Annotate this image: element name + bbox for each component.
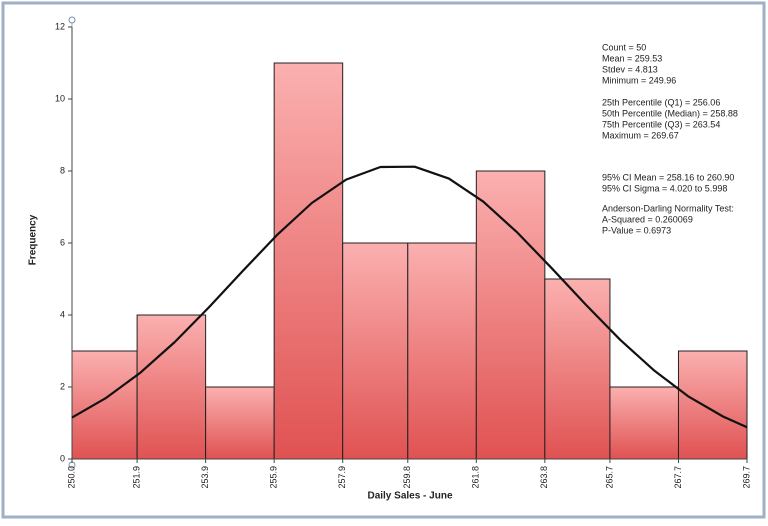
stat-line: Maximum = 269.67 bbox=[602, 130, 679, 140]
y-tick-label: 10 bbox=[55, 93, 65, 103]
x-axis-title: Daily Sales - June bbox=[367, 491, 452, 502]
x-tick-label: 253.9 bbox=[200, 466, 210, 489]
x-tick-label: 263.8 bbox=[539, 466, 549, 489]
y-tick-label: 4 bbox=[60, 309, 65, 319]
x-tick-label: 267.7 bbox=[673, 466, 683, 489]
x-tick-label: 261.8 bbox=[471, 466, 481, 489]
stat-line: Stdev = 4.813 bbox=[602, 64, 658, 74]
x-tick-label: 255.9 bbox=[269, 466, 279, 489]
bar bbox=[677, 350, 748, 460]
bar bbox=[407, 242, 477, 460]
x-tick-label: 259.8 bbox=[402, 466, 412, 489]
bar bbox=[609, 386, 679, 460]
stat-line: P-Value = 0.6973 bbox=[602, 225, 671, 235]
bar bbox=[475, 170, 546, 460]
bar bbox=[136, 314, 207, 460]
bar bbox=[273, 62, 344, 460]
stat-line: 25th Percentile (Q1) = 256.06 bbox=[602, 97, 720, 107]
y-tick-label: 0 bbox=[60, 453, 65, 463]
normal-curve bbox=[71, 165, 748, 429]
y-tick-label: 12 bbox=[55, 21, 65, 31]
x-tick-label: 265.7 bbox=[604, 466, 614, 489]
stat-line: Count = 50 bbox=[602, 42, 646, 52]
stat-line: 95% CI Mean = 258.16 to 260.90 bbox=[602, 172, 734, 182]
x-tick-label: 269.7 bbox=[741, 466, 751, 489]
stat-line: Anderson-Darling Normality Test: bbox=[602, 203, 734, 213]
bar bbox=[205, 386, 275, 460]
y-axis-title: Frequency bbox=[28, 214, 39, 265]
stat-line: Minimum = 249.96 bbox=[602, 75, 676, 85]
stat-line: 50th Percentile (Median) = 258.88 bbox=[602, 108, 738, 118]
handle[interactable] bbox=[68, 16, 76, 24]
y-tick-label: 8 bbox=[60, 165, 65, 175]
x-tick-label: 257.9 bbox=[337, 466, 347, 489]
y-tick-label: 2 bbox=[60, 381, 65, 391]
bar bbox=[342, 242, 409, 460]
bar bbox=[71, 350, 138, 460]
stat-line: 75th Percentile (Q3) = 263.54 bbox=[602, 119, 720, 129]
x-tick-label: 251.9 bbox=[131, 466, 141, 489]
stat-line: A-Squared = 0.260069 bbox=[602, 214, 693, 224]
stat-line: 95% CI Sigma = 4.020 to 5.998 bbox=[602, 183, 727, 193]
bar bbox=[544, 278, 611, 460]
x-tick-label: 250.0 bbox=[66, 466, 76, 489]
stat-line: Mean = 259.53 bbox=[602, 53, 662, 63]
y-tick-label: 6 bbox=[60, 237, 65, 247]
